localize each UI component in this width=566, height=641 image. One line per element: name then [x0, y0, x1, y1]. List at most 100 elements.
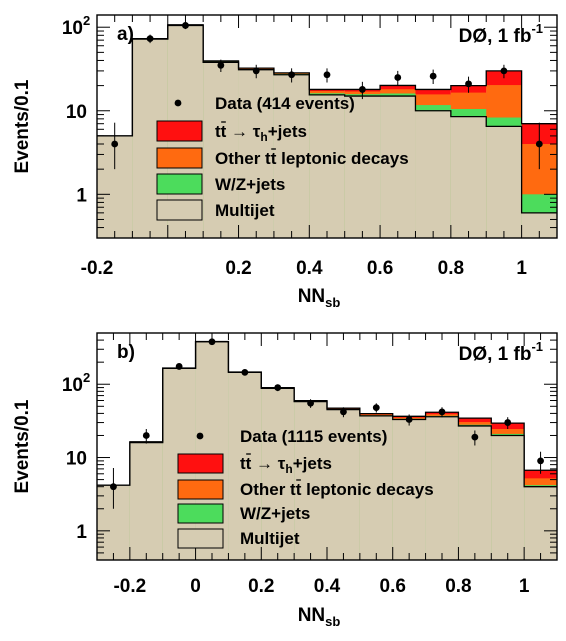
hist-bar-multijet: [486, 126, 522, 238]
data-point: [175, 363, 183, 370]
hist-bar-multijet: [129, 442, 163, 560]
legend-swatch-wz_jets: [177, 503, 224, 524]
x-axis-title: NNsb: [298, 286, 341, 310]
legend-swatch-wz_jets: [156, 173, 203, 195]
hist-bar-multijet: [327, 409, 360, 560]
x-tick-label: 1: [519, 576, 530, 597]
legend-data-marker: [196, 432, 204, 440]
data-point: [252, 67, 260, 75]
legend-swatch-ttbar_tau: [156, 120, 203, 142]
legend-label-other_ttbar: Other tt leptonic decays: [240, 480, 434, 499]
x-tick-label: 0.4: [296, 258, 323, 279]
x-axis-title: NNsb: [298, 605, 341, 629]
legend-label-wz_jets: W/Z+jets: [215, 175, 285, 194]
data-point: [500, 67, 508, 75]
hist-bar-multijet: [294, 401, 327, 560]
legend: Data (1115 events) tt → τh+jets Other tt l…: [177, 427, 434, 549]
hist-bar-multijet: [203, 62, 239, 238]
legend-swatch-multijet: [177, 528, 224, 549]
legend-label-wz_jets: W/Z+jets: [240, 504, 310, 523]
data-point: [394, 74, 402, 81]
data-point: [241, 369, 249, 376]
data-point: [429, 72, 437, 80]
y-tick-exponent: 2: [83, 370, 90, 385]
x-tick-label: 1: [516, 258, 527, 279]
panel-label: a): [117, 24, 134, 45]
data-point: [405, 416, 413, 423]
x-tick-label: -0.2: [81, 258, 114, 279]
x-tick-label: 0.2: [225, 258, 251, 279]
experiment-label: DØ, 1 fb-1: [459, 339, 543, 365]
y-tick-label: 10: [62, 18, 83, 39]
hist-bar-multijet: [491, 435, 525, 560]
data-point: [465, 80, 472, 88]
data-point: [142, 432, 150, 439]
plot-area: [97, 338, 557, 560]
x-tick-label: 0.8: [438, 258, 464, 279]
x-tick-label: 0.4: [314, 576, 341, 597]
x-tick-label: 0.6: [367, 258, 393, 279]
data-point: [471, 433, 479, 441]
legend-swatch-multijet: [156, 199, 203, 221]
experiment-label: DØ, 1 fb-1: [459, 21, 543, 47]
y-tick-label: 1: [76, 522, 87, 543]
legend: Data (414 events) tt → τh+jets Other tt le…: [156, 94, 409, 221]
x-tick-label: -0.2: [113, 576, 146, 597]
data-point: [274, 384, 282, 391]
legend-data-label: Data (414 events): [215, 94, 355, 113]
legend-label-multijet: Multijet: [215, 201, 275, 220]
panel-label: b): [117, 342, 135, 363]
x-tick-label: 0.6: [380, 576, 406, 597]
hist-bar-multijet: [228, 372, 262, 560]
y-axis-title: Events/0.1: [12, 399, 33, 493]
y-tick-label: 10: [62, 375, 83, 396]
hist-bar-multijet: [524, 486, 557, 560]
data-point: [372, 404, 380, 411]
legend-data-label: Data (1115 events): [240, 427, 387, 446]
y-axis-title: Events/0.1: [12, 79, 33, 173]
legend-swatch-other_ttbar: [156, 147, 203, 169]
hist-bar-multijet: [450, 116, 487, 238]
hist-bar-multijet: [238, 69, 274, 238]
x-tick-label: 0.8: [445, 576, 471, 597]
hist-bar-multijet: [344, 96, 381, 238]
x-axis: -0.2 0 0.2 0.4 0.6 0.8 1: [112, 333, 558, 597]
data-point: [182, 22, 189, 29]
legend-swatch-ttbar_tau: [177, 453, 224, 474]
hist-bar-multijet: [359, 415, 393, 560]
x-tick-label: 0: [190, 576, 201, 597]
legend-data-marker: [174, 99, 182, 107]
hist-bar-multijet: [195, 341, 229, 560]
data-point: [307, 399, 314, 407]
y-tick-label: 10: [66, 449, 87, 470]
legend-label-ttbar_tau: tt → τh+jets: [215, 122, 307, 144]
data-point: [323, 71, 331, 79]
data-point: [217, 61, 225, 69]
legend-swatch-other_ttbar: [177, 479, 224, 500]
y-tick-label: 1: [76, 185, 87, 206]
x-axis: -0.2 0.2 0.4 0.6 0.8 1: [81, 15, 558, 279]
data-point: [535, 140, 543, 148]
hist-bar-multijet: [458, 425, 492, 560]
legend-label-ttbar_tau: tt → τh+jets: [240, 454, 332, 476]
data-point: [340, 408, 347, 416]
x-tick-label: 0.2: [248, 576, 274, 597]
hist-bar-multijet: [273, 74, 310, 238]
hist-bar-multijet: [309, 94, 345, 238]
data-point: [438, 408, 446, 416]
data-point: [537, 457, 544, 465]
data-point: [110, 483, 117, 491]
hist-bar-multijet: [425, 416, 459, 560]
data-point: [358, 86, 366, 93]
y-tick-exponent: 2: [83, 13, 90, 28]
data-point: [208, 338, 216, 346]
data-point: [504, 419, 512, 426]
data-point: [146, 35, 154, 43]
hist-bar-multijet: [380, 96, 416, 238]
data-point: [288, 71, 296, 79]
